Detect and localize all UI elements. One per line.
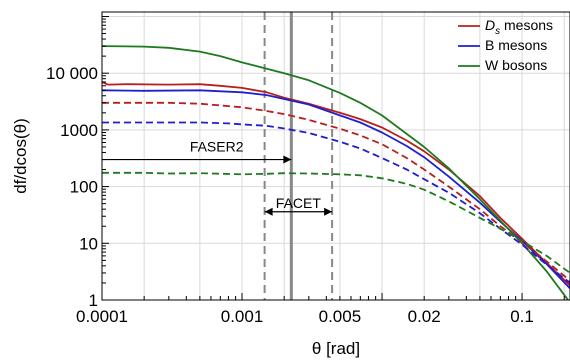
x-tick-label: 0.0001 (76, 307, 128, 326)
legend-label: Ds mesons (485, 17, 553, 37)
x-tick-label: 0.005 (319, 307, 362, 326)
axis-ticks: 0.0001 0.001 0.005 0.02 0.1 1 10 100 1000 10 000 (46, 15, 565, 326)
facet-label: FACET (276, 195, 322, 211)
legend-label: B mesons (485, 37, 547, 53)
y-tick-label: 1000 (60, 121, 98, 140)
y-tick-label: 1 (89, 291, 98, 310)
x-axis-title: θ [rad] (312, 339, 360, 358)
series-lines (102, 45, 570, 300)
arrow-head (283, 155, 292, 164)
series-line (102, 89, 570, 290)
faser2-label: FASER2 (190, 139, 244, 155)
plot-frame (101, 11, 570, 301)
y-tick-label: 10 (79, 234, 98, 253)
x-tick-label: 0.001 (221, 307, 264, 326)
y-tick-label: 100 (70, 178, 98, 197)
series-line (102, 171, 570, 274)
grid (101, 12, 570, 301)
annotations: FASER2 FACET (102, 139, 333, 216)
series-line (102, 121, 570, 284)
legend-label: W bosons (485, 57, 547, 73)
series-line (102, 81, 570, 287)
series-line (102, 101, 570, 282)
arrow-head (324, 207, 333, 216)
series-line (102, 45, 570, 300)
x-tick-label: 0.1 (510, 307, 534, 326)
y-axis-title: df/dcos(θ) (11, 118, 30, 194)
y-tick-label: 10 000 (46, 64, 98, 83)
region-lines (263, 12, 334, 300)
x-tick-label: 0.02 (408, 307, 441, 326)
arrow-head (264, 207, 273, 216)
